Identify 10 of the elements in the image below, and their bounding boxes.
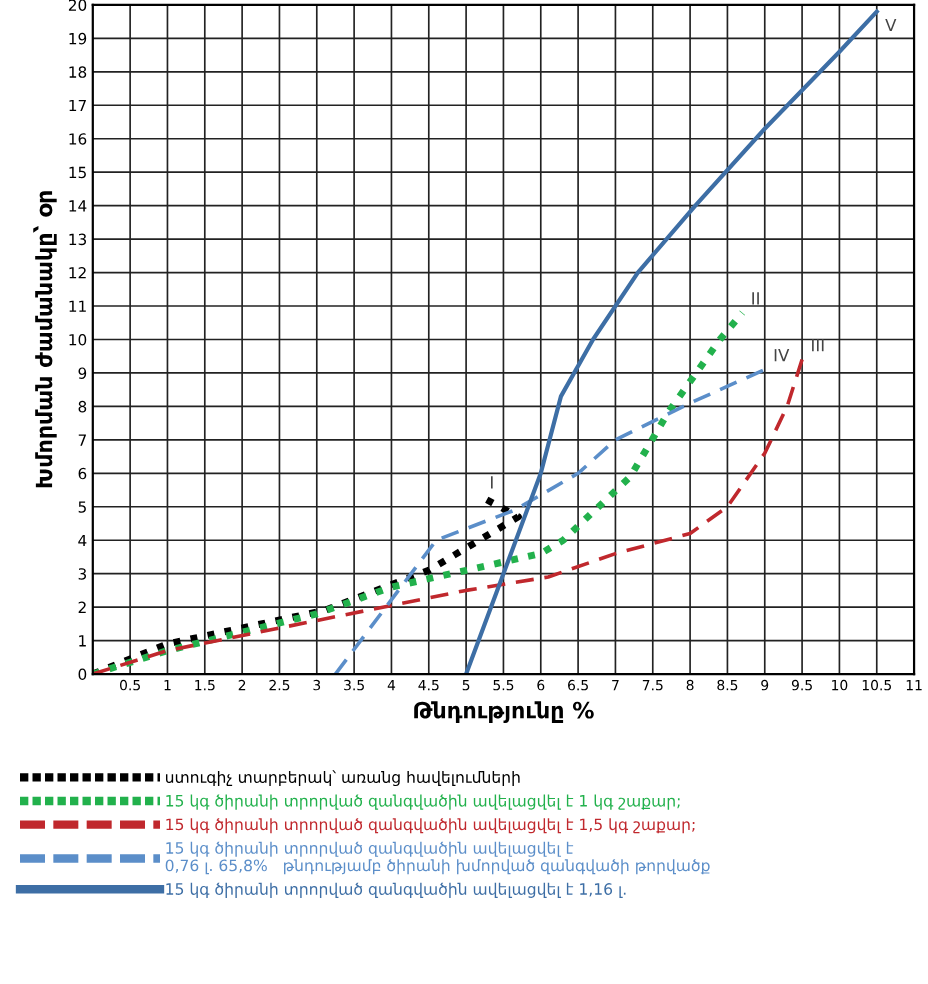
annotation: II	[752, 292, 759, 305]
annotation: IV	[774, 349, 790, 362]
annotation: III	[812, 339, 824, 352]
line-series	[333, 367, 767, 675]
annotation: I	[491, 476, 493, 489]
x-axis-title: Թնդությունը %	[414, 701, 594, 724]
y-axis-title: Խմորման ժամանակը՝ օր	[33, 191, 57, 488]
annotation: V	[885, 18, 897, 32]
line-series	[92, 309, 746, 675]
line-series	[464, 9, 879, 675]
